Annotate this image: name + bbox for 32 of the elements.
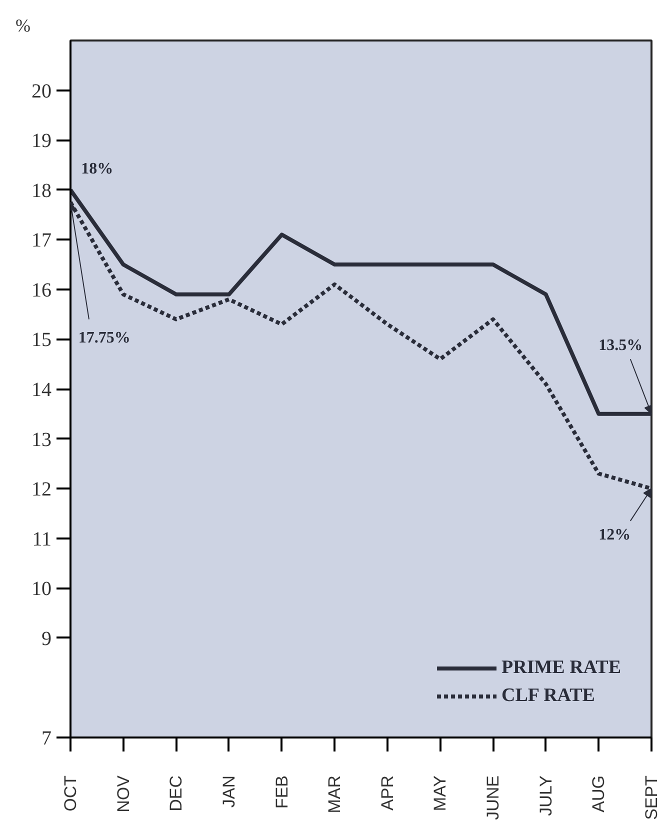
y-tick-label: 19 — [32, 130, 52, 152]
y-tick-label: 17 — [32, 230, 52, 252]
y-tick-label: 11 — [32, 528, 52, 550]
y-tick-label: 10 — [32, 578, 52, 600]
x-tick-label: OCT — [61, 775, 80, 812]
y-axis-title: % — [16, 16, 30, 36]
annotation: 12% — [598, 526, 631, 544]
x-tick-label: SEPT — [642, 775, 661, 820]
x-tick-label: NOV — [114, 774, 133, 812]
annotation: 13.5% — [598, 337, 643, 354]
y-tick-label: 16 — [32, 279, 52, 302]
y-tick-label: 9 — [42, 628, 52, 650]
legend-label: CLF RATE — [502, 685, 595, 707]
x-tick-label: MAY — [430, 776, 450, 812]
x-tick-label: JUNE — [484, 775, 503, 820]
y-tick-label: 7 — [42, 728, 52, 750]
y-tick-label: 14 — [32, 379, 52, 401]
y-tick-label: 13 — [32, 428, 52, 451]
annotation: 17.75% — [78, 330, 130, 347]
x-tick-label: AUG — [589, 775, 608, 812]
x-tick-label: JAN — [219, 775, 238, 808]
x-tick-label: FEB — [272, 776, 292, 809]
annotation: 18% — [81, 160, 114, 178]
x-tick-label: DEC — [166, 775, 186, 812]
x-tick-label: JULY — [536, 775, 556, 816]
y-tick-label: 12 — [32, 478, 52, 501]
x-tick-label: APR — [378, 775, 397, 810]
legend-label: PRIME RATE — [502, 657, 621, 679]
y-tick-label: 15 — [32, 329, 52, 352]
x-tick-label: MAR — [325, 775, 344, 814]
y-tick-label: 20 — [32, 80, 52, 102]
y-tick-label: 18 — [32, 180, 52, 202]
